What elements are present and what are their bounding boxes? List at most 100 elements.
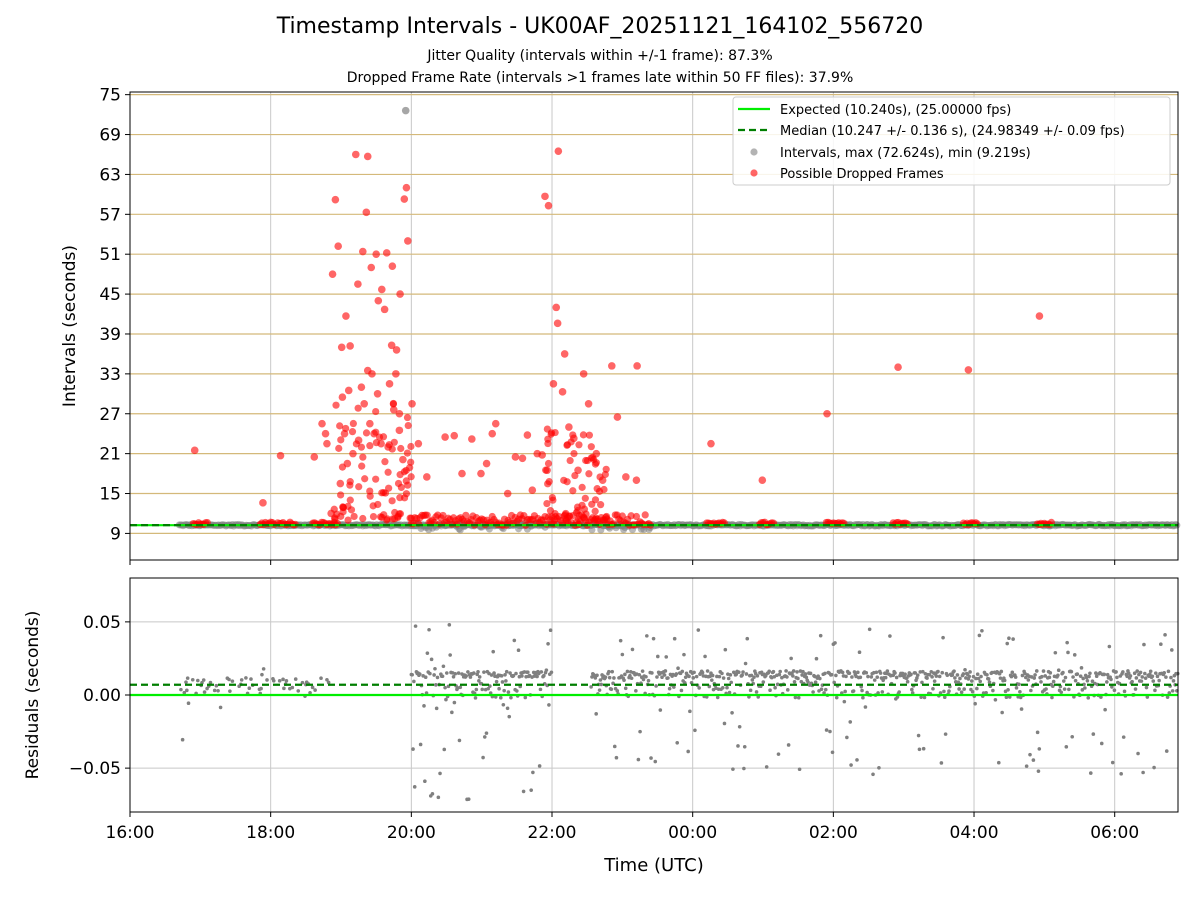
residual-point [945,673,950,678]
residual-point [1031,758,1036,762]
residual-point [693,728,697,733]
residual-point [1028,752,1032,757]
residual-point [740,673,745,677]
dropped-frame-point [396,290,404,298]
bottom-xtick-label: 22:00 [528,823,577,843]
dropped-frame-point [1035,312,1044,320]
dropped-frame-point [366,487,374,495]
dropped-frame-point [369,512,378,521]
residual-point [703,654,707,659]
residual-point [313,688,317,692]
dropped-frame-point [563,441,571,449]
dropped-frame-point [591,515,599,524]
residual-point [723,647,728,652]
dropped-frame-point [373,390,382,398]
residual-point [1053,650,1058,655]
dropped-frame-point [385,380,394,388]
residual-point [768,688,772,693]
dropped-frame-point [482,459,491,468]
dropped-frame-point [344,516,352,524]
dropped-frame-point [397,444,405,453]
residual-point [293,677,298,681]
residual-point [1148,669,1153,674]
residual-point [1114,670,1118,674]
residual-point [296,689,301,693]
residual-point [1063,675,1068,680]
legend-interval-swatch [750,148,758,156]
residual-point [444,697,448,702]
dropped-frame-point [360,399,369,408]
residual-point [290,685,295,690]
dropped-frame-point [591,496,600,504]
residual-point [433,666,437,671]
dropped-frame-point [570,434,578,443]
dropped-frame-point [387,341,396,350]
dropped-frame-point [544,201,553,210]
residual-point [413,624,418,628]
residual-point [1032,676,1037,680]
residual-point [430,792,435,796]
dropped-frame-point [388,262,397,270]
dropped-frame-point [511,453,520,461]
residual-point [977,633,982,638]
residual-point [785,675,789,679]
dropped-frame-point [503,489,512,498]
residual-point [542,673,546,678]
residual-point [832,680,836,685]
residual-point [614,755,619,760]
residual-point [771,669,776,674]
residual-point [959,690,964,695]
residual-point [1126,671,1131,676]
residual-point [730,710,734,715]
residual-point [734,672,739,677]
residual-point [610,669,615,674]
dropped-frame-point [423,473,431,481]
dropped-frame-point [552,303,561,312]
dropped-frame-point [354,280,362,288]
dropped-frame-point [346,481,354,489]
dropped-frame-point [632,476,641,485]
residual-point [1088,671,1092,676]
dropped-frame-point [823,409,831,418]
residual-point [791,674,795,678]
residual-point [829,672,834,677]
dropped-frame-point [334,242,342,251]
residual-point [742,766,746,771]
dropped-frame-point [372,250,380,259]
dropped-frame-point [543,466,551,475]
residual-point [743,661,748,666]
residual-point [201,678,206,682]
residual-point [1043,674,1048,678]
residual-point [482,735,487,739]
residual-point [429,657,434,662]
residual-point [1099,695,1103,699]
residual-point [179,687,183,692]
residual-point [502,688,506,693]
dropped-frame-point [361,475,369,483]
residual-point [985,672,989,677]
dropped-frame-point [578,483,586,491]
residual-point [434,683,438,687]
dropped-frame-point [395,426,404,435]
residual-point [228,689,232,693]
residual-point [521,789,526,794]
dropped-frame-point [578,501,586,509]
residual-point [811,690,815,694]
residual-point [658,708,663,712]
residual-point [947,689,951,693]
residual-point [710,678,714,682]
dropped-frame-point [366,419,374,428]
residual-point [1148,672,1152,677]
residual-point [1006,687,1010,692]
residual-point [645,634,649,638]
dropped-frame-point [587,443,595,451]
residual-point [1071,675,1075,679]
dropped-frame-point [372,475,380,483]
residual-point [1018,689,1022,694]
residual-point [641,677,646,682]
residual-point [185,676,190,680]
residual-point [666,676,670,680]
residual-point [858,675,863,680]
residual-point [729,680,734,685]
residual-point [921,746,926,751]
